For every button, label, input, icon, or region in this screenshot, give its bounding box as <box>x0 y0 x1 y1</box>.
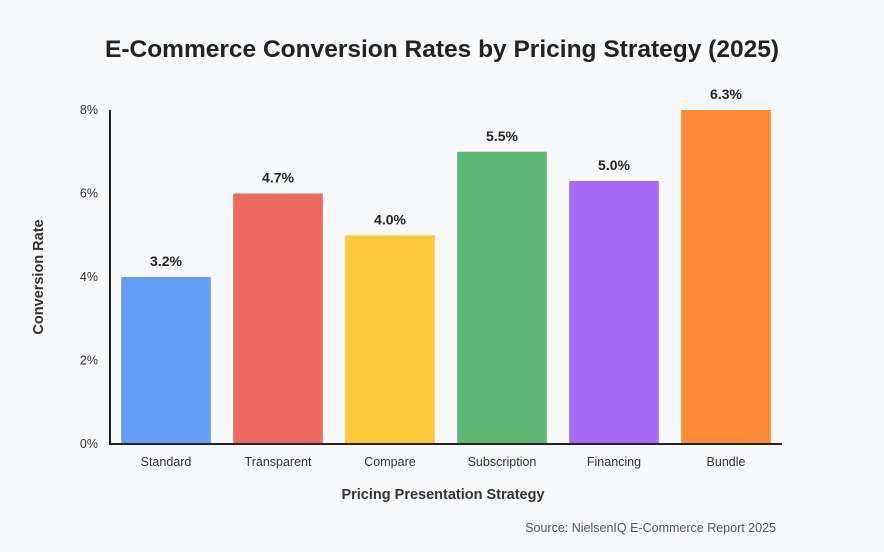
y-tick-label: 8% <box>80 103 98 117</box>
data-label-financing: 5.0% <box>598 157 630 173</box>
bar-standard <box>121 277 211 444</box>
x-axis-ticks: Standard Transparent Compare Subscription Fi… <box>141 455 746 469</box>
data-label-compare: 4.0% <box>374 211 406 227</box>
source-note: Source: NielsenIQ E-Commerce Report 2025 <box>525 521 776 535</box>
chart-title: E-Commerce Conversion Rates by Pricing S… <box>105 36 779 63</box>
x-tick-label-transparent: Transparent <box>245 455 312 469</box>
x-tick-label-financing: Financing <box>587 455 641 469</box>
bar-compare <box>345 235 435 444</box>
y-axis-title: Conversion Rate <box>31 219 47 334</box>
bar-subscription <box>457 151 547 444</box>
x-tick-label-compare: Compare <box>364 455 415 469</box>
y-tick-label: 2% <box>80 354 98 368</box>
x-tick-label-standard: Standard <box>141 455 192 469</box>
x-tick-label-bundle: Bundle <box>707 455 746 469</box>
y-tick-label: 0% <box>80 437 98 451</box>
y-axis-ticks: 0% 2% 4% 6% 8% <box>80 103 98 451</box>
data-label-bundle: 6.3% <box>710 86 742 102</box>
bar-bundle <box>681 110 771 444</box>
x-tick-label-subscription: Subscription <box>468 455 537 469</box>
data-label-subscription: 5.5% <box>486 128 518 144</box>
bars <box>121 110 771 444</box>
y-tick-label: 6% <box>80 187 98 201</box>
y-tick-label: 4% <box>80 270 98 284</box>
data-label-standard: 3.2% <box>150 253 182 269</box>
data-labels: 3.2% 4.7% 4.0% 5.5% 5.0% 6.3% <box>150 86 742 269</box>
data-label-transparent: 4.7% <box>262 170 294 186</box>
bar-financing <box>569 180 659 444</box>
x-axis-title: Pricing Presentation Strategy <box>341 487 544 503</box>
bar-transparent <box>233 193 323 444</box>
